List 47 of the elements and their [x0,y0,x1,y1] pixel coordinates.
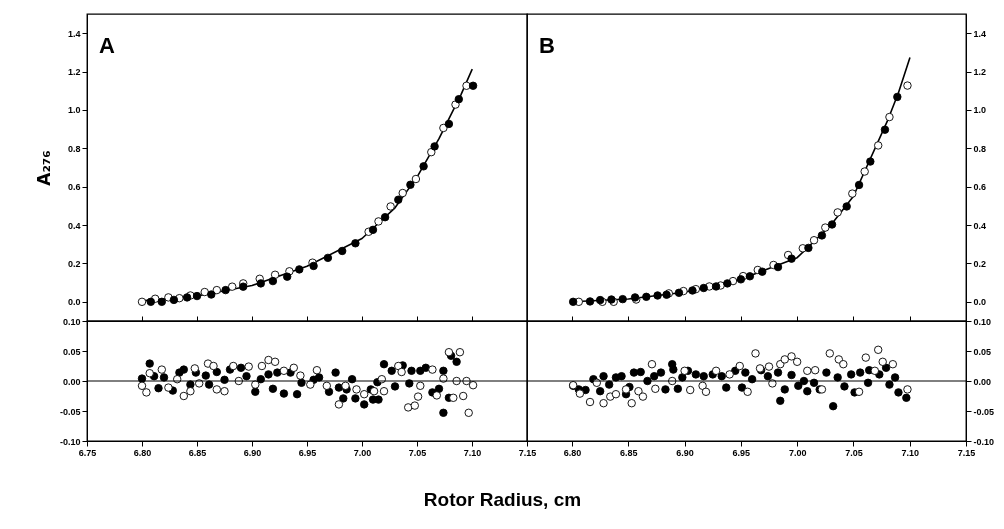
x-tick-label: 7.15 [957,447,976,458]
y-tick-label: 1.2 [973,67,987,78]
y-tick-label: -0.05 [59,406,81,417]
y-tick-label: 0.4 [973,220,987,231]
y-tick-label: 0.10 [973,316,992,327]
y-tick-label: 0.0 [67,297,81,308]
y-tick-label: 0.2 [67,258,81,269]
y-tick-label: 0.00 [62,376,81,387]
y-tick-label: 0.0 [973,297,987,308]
y-tick-label: 1.4 [973,28,987,39]
y-tick-label: 0.6 [67,182,81,193]
y-tick-label: -0.10 [973,436,995,447]
y-tick-label: 0.10 [62,316,81,327]
x-tick-label: 6.85 [188,447,207,458]
x-tick-label: 6.90 [243,447,262,458]
y-tick-label: 0.2 [973,258,987,269]
y-tick-label: -0.10 [59,436,81,447]
x-tick-label: 7.00 [353,447,372,458]
x-tick-label: 7.05 [845,447,863,458]
x-tick-label: 7.10 [463,447,482,458]
y-tick-label: 1.4 [67,28,81,39]
x-tick-label: 7.15 [518,447,537,458]
y-tick-label: 0.4 [67,220,81,231]
x-tick-label: 6.85 [620,447,638,458]
x-tick-label: 7.05 [408,447,427,458]
y-tick-label: 1.2 [67,67,81,78]
annotation: A [99,33,115,58]
y-tick-label: 0.8 [67,143,81,154]
x-tick-label: 6.80 [563,447,582,458]
x-axis-title: Rotor Radius, cm [423,488,582,510]
annotation: B [539,33,555,58]
x-tick-label: 6.80 [133,447,152,458]
y-tick-label: 0.05 [62,346,81,357]
y-tick-label: 0.00 [973,376,992,387]
x-tick-label: 7.10 [901,447,919,458]
x-tick-label: 6.95 [732,447,751,458]
y-tick-label: 1.0 [973,105,987,116]
y-tick-label: 1.0 [67,105,81,116]
y-tick-label: 0.6 [973,182,987,193]
y-tick-label: -0.05 [973,406,995,417]
x-tick-label: 7.00 [788,447,807,458]
x-tick-label: 6.95 [298,447,317,458]
x-tick-label: 6.75 [78,447,97,458]
y-tick-label: 0.05 [973,346,992,357]
y-tick-label: 0.8 [973,143,987,154]
x-tick-label: 6.90 [676,447,694,458]
y-axis-title: A₂₇₆ [33,150,54,186]
